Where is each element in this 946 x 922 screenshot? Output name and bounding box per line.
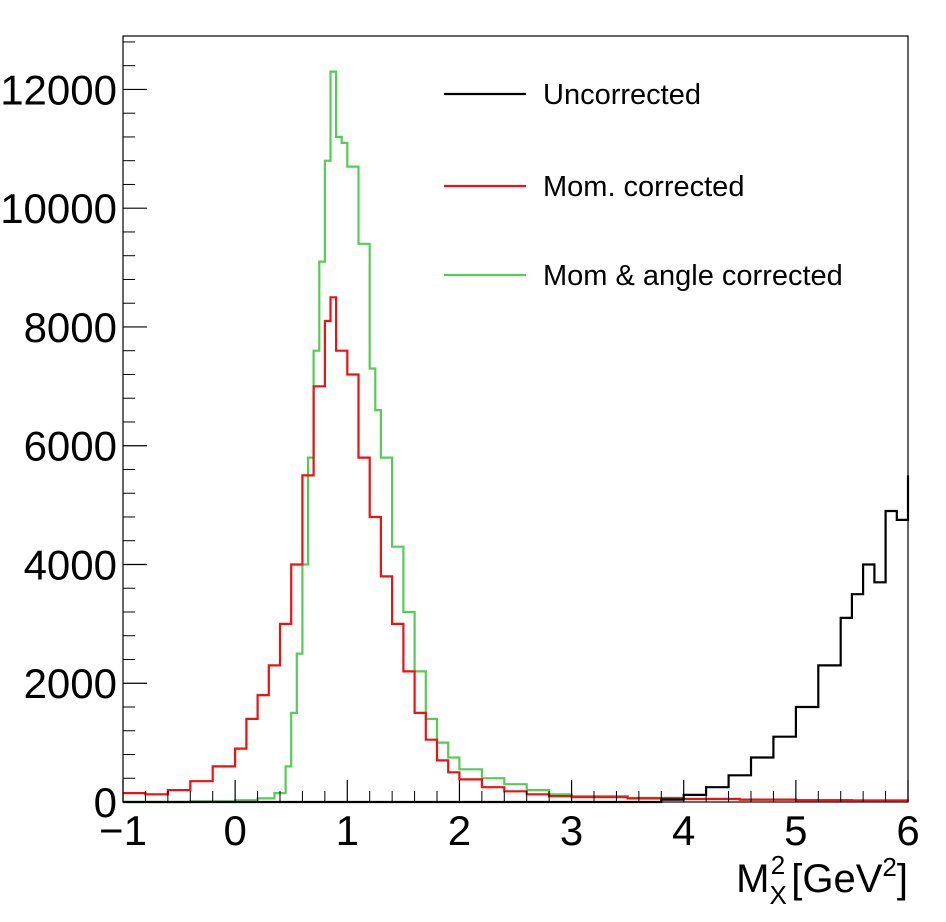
series-line-0 <box>123 475 910 804</box>
x-tick-label: 1 <box>336 807 359 854</box>
y-tick-label: 8000 <box>24 304 117 351</box>
y-tick-label: 4000 <box>24 541 117 588</box>
x-tick-label: 2 <box>448 807 471 854</box>
y-tick-label: 0 <box>94 779 117 826</box>
y-tick-label: 6000 <box>24 423 117 470</box>
series-layer <box>123 70 910 804</box>
legend-label-2: Mom & angle corrected <box>543 260 843 292</box>
x-tick-label: 3 <box>560 807 583 854</box>
series-line-1 <box>123 296 910 802</box>
y-tick-label: 2000 <box>24 660 117 707</box>
x-axis-title: MX2 [GeV2] <box>736 850 908 910</box>
x-tick-label: 0 <box>223 807 246 854</box>
x-tick-label: 5 <box>784 807 807 854</box>
legend-label-0: Uncorrected <box>543 79 701 111</box>
y-tick-label: 10000 <box>0 185 117 232</box>
legend-label-1: Mom. corrected <box>543 171 744 203</box>
legend: Uncorrected Mom. corrected Mom & angle cor… <box>444 79 843 292</box>
x-tick-label: −1 <box>99 807 147 854</box>
series-line-2 <box>123 70 910 804</box>
x-tick-label: 6 <box>896 807 919 854</box>
x-tick-label: 4 <box>672 807 695 854</box>
plot-frame <box>122 35 909 803</box>
y-tick-label: 12000 <box>0 66 117 113</box>
